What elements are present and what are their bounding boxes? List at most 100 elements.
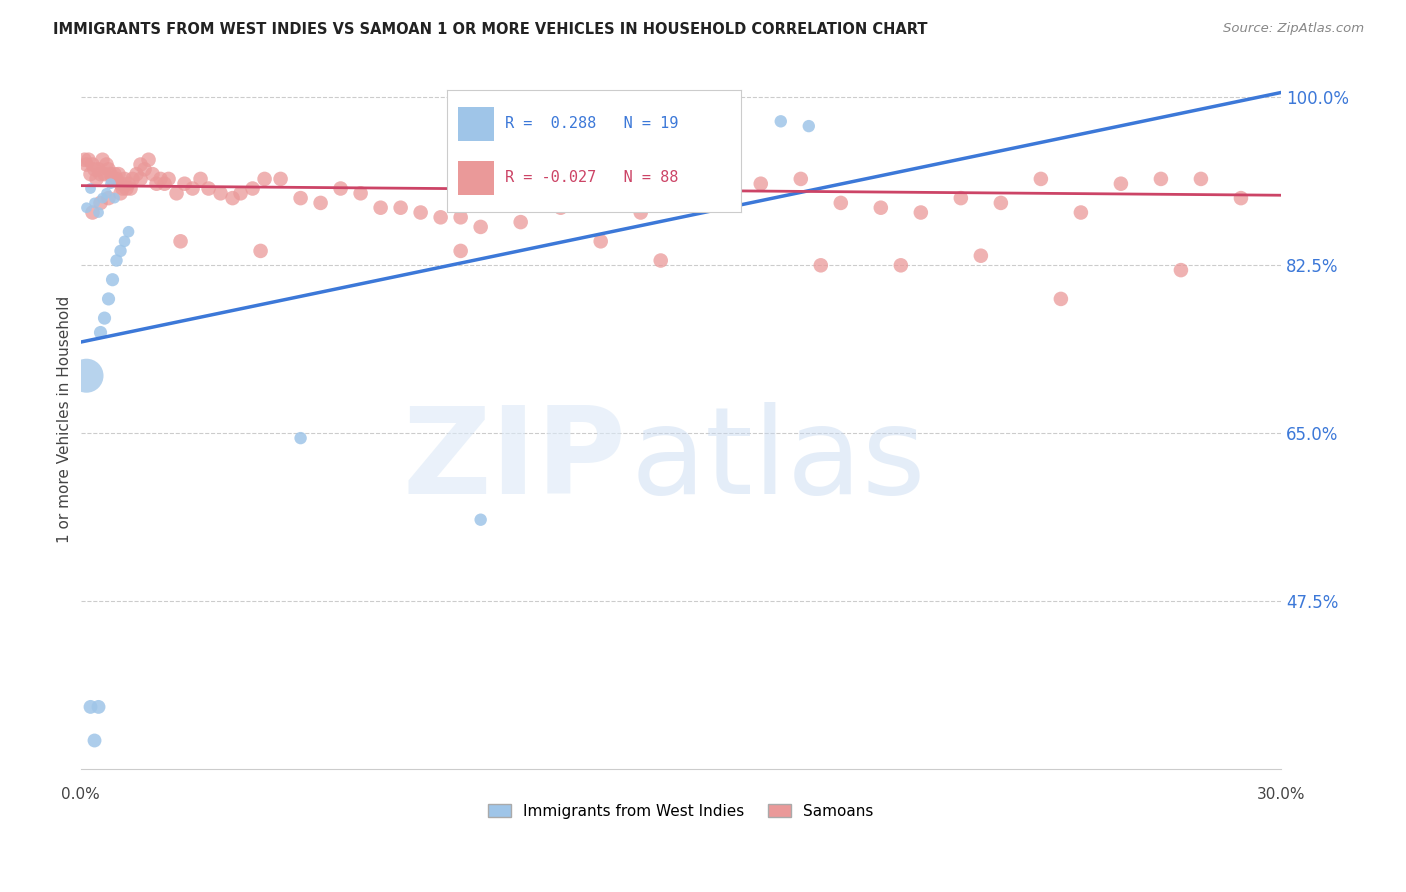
Point xyxy=(97,162,120,177)
Point xyxy=(157,172,180,186)
Point xyxy=(114,235,136,249)
Point xyxy=(990,195,1012,210)
Point xyxy=(87,205,110,219)
Point xyxy=(470,513,492,527)
Point xyxy=(110,244,132,258)
Point xyxy=(290,431,312,445)
Point xyxy=(1050,292,1073,306)
Point xyxy=(96,157,118,171)
Point xyxy=(82,205,104,219)
Point xyxy=(120,181,142,195)
Point xyxy=(253,172,276,186)
Point xyxy=(79,699,101,714)
Point xyxy=(270,172,292,186)
Point xyxy=(166,186,188,201)
Point xyxy=(91,191,114,205)
Text: 30.0%: 30.0% xyxy=(1257,787,1305,802)
Point xyxy=(550,201,572,215)
Point xyxy=(910,205,932,219)
Point xyxy=(97,191,120,205)
Point xyxy=(138,153,160,167)
Point xyxy=(609,162,631,177)
Point xyxy=(1150,172,1173,186)
Point xyxy=(769,114,792,128)
Point xyxy=(249,244,271,258)
Point xyxy=(82,157,104,171)
Point xyxy=(710,191,733,205)
Text: 0.0%: 0.0% xyxy=(60,787,100,802)
Point xyxy=(86,172,108,186)
Point xyxy=(105,172,128,186)
Point xyxy=(790,172,813,186)
Point xyxy=(107,167,129,181)
Text: Source: ZipAtlas.com: Source: ZipAtlas.com xyxy=(1223,22,1364,36)
Point xyxy=(87,162,110,177)
Point xyxy=(100,167,122,181)
Point xyxy=(1230,191,1253,205)
Point xyxy=(650,253,672,268)
Point xyxy=(145,177,167,191)
Point xyxy=(169,235,191,249)
Point xyxy=(76,201,98,215)
Point xyxy=(76,368,98,383)
Point xyxy=(100,177,122,191)
Point xyxy=(173,177,195,191)
Point xyxy=(309,195,332,210)
Point xyxy=(76,157,98,171)
Point xyxy=(121,172,143,186)
Point xyxy=(134,162,156,177)
Point xyxy=(429,211,451,225)
Point xyxy=(749,177,772,191)
Point xyxy=(1070,205,1092,219)
Point xyxy=(103,167,125,181)
Y-axis label: 1 or more Vehicles in Household: 1 or more Vehicles in Household xyxy=(58,295,72,542)
Point xyxy=(349,186,371,201)
Point xyxy=(181,181,204,195)
Point xyxy=(209,186,232,201)
Point xyxy=(830,195,852,210)
Text: atlas: atlas xyxy=(630,402,927,519)
Point xyxy=(470,219,492,234)
Point xyxy=(869,201,891,215)
Point xyxy=(83,162,105,177)
Point xyxy=(1170,263,1192,277)
Point xyxy=(890,258,912,272)
Point xyxy=(117,225,139,239)
Point xyxy=(229,186,252,201)
Point xyxy=(630,205,652,219)
Point xyxy=(221,191,243,205)
Point xyxy=(1109,177,1132,191)
Point xyxy=(101,273,124,287)
Point xyxy=(149,172,172,186)
Point xyxy=(290,191,312,205)
Point xyxy=(129,157,152,171)
Point xyxy=(329,181,352,195)
Point xyxy=(89,195,111,210)
Point xyxy=(190,172,212,186)
Point xyxy=(96,186,118,201)
Point xyxy=(125,167,148,181)
Point xyxy=(110,186,132,201)
Legend: Immigrants from West Indies, Samoans: Immigrants from West Indies, Samoans xyxy=(482,797,879,825)
Point xyxy=(89,326,111,340)
Point xyxy=(389,201,412,215)
Point xyxy=(197,181,219,195)
Point xyxy=(450,244,472,258)
Point xyxy=(83,195,105,210)
Point xyxy=(89,167,111,181)
Point xyxy=(91,153,114,167)
Point xyxy=(101,172,124,186)
Point xyxy=(93,311,115,326)
Point xyxy=(509,215,531,229)
Point xyxy=(949,191,972,205)
Point xyxy=(409,205,432,219)
Point xyxy=(103,191,125,205)
Point xyxy=(97,292,120,306)
Point xyxy=(370,201,392,215)
Point xyxy=(105,253,128,268)
Point xyxy=(79,167,101,181)
Point xyxy=(970,249,993,263)
Point xyxy=(111,181,134,195)
Point xyxy=(1029,172,1052,186)
Point xyxy=(117,177,139,191)
